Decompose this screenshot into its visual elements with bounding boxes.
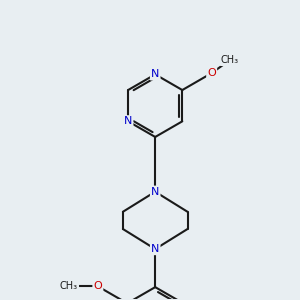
Text: N: N	[151, 187, 159, 197]
Text: N: N	[151, 69, 159, 80]
Text: O: O	[94, 281, 102, 291]
Text: N: N	[124, 116, 132, 126]
Text: N: N	[151, 244, 159, 254]
Text: O: O	[207, 68, 216, 78]
Text: CH₃: CH₃	[221, 55, 239, 65]
Text: CH₃: CH₃	[60, 281, 78, 291]
